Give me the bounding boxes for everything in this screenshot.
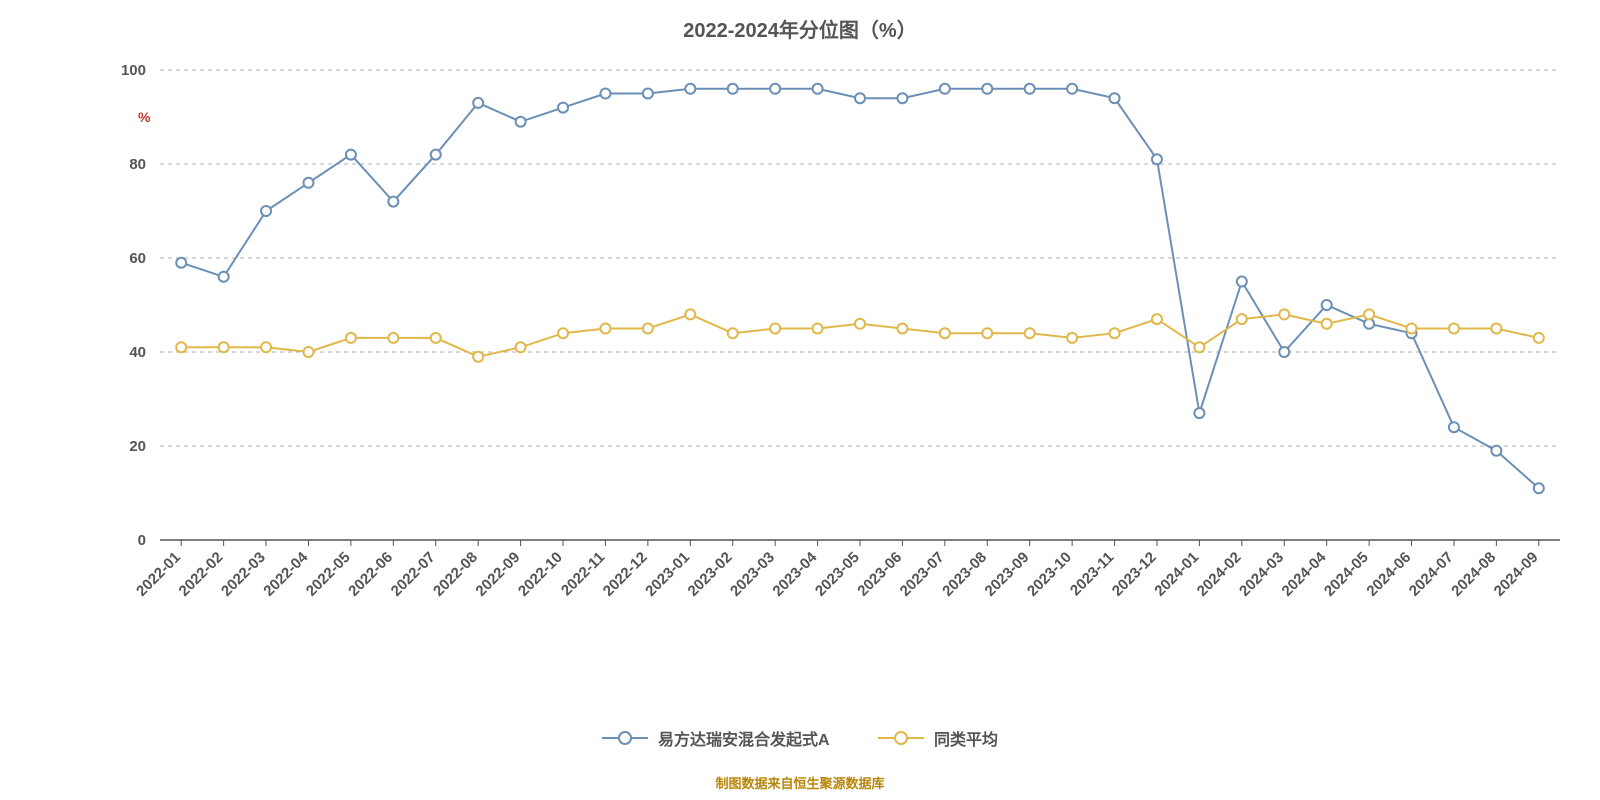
- svg-text:2022-09: 2022-09: [472, 549, 523, 600]
- svg-text:2024-05: 2024-05: [1321, 549, 1372, 600]
- svg-text:2022-06: 2022-06: [345, 549, 396, 600]
- svg-text:2023-11: 2023-11: [1067, 549, 1117, 599]
- svg-text:40: 40: [129, 344, 146, 361]
- svg-text:2024-07: 2024-07: [1406, 549, 1457, 600]
- svg-text:2024-08: 2024-08: [1448, 549, 1499, 600]
- svg-text:100: 100: [121, 62, 146, 79]
- svg-text:60: 60: [129, 250, 146, 267]
- svg-text:0: 0: [138, 532, 146, 549]
- svg-text:2023-01: 2023-01: [642, 549, 693, 600]
- svg-text:2023-08: 2023-08: [939, 549, 990, 600]
- svg-text:2023-06: 2023-06: [854, 549, 905, 600]
- svg-text:2023-04: 2023-04: [769, 548, 820, 599]
- svg-text:2024-06: 2024-06: [1363, 549, 1414, 600]
- svg-text:2023-09: 2023-09: [982, 549, 1033, 600]
- svg-text:2023-03: 2023-03: [727, 549, 778, 600]
- svg-text:2022-12: 2022-12: [600, 549, 651, 600]
- svg-text:2022-10: 2022-10: [515, 549, 566, 600]
- svg-text:2023-12: 2023-12: [1109, 549, 1160, 600]
- chart-footer: 制图数据来自恒生聚源数据库: [0, 773, 1600, 792]
- legend-item-series-a: 易方达瑞安混合发起式A: [602, 726, 830, 750]
- svg-text:2024-03: 2024-03: [1236, 549, 1287, 600]
- svg-text:2023-10: 2023-10: [1024, 549, 1075, 600]
- svg-text:2022-11: 2022-11: [558, 549, 608, 599]
- svg-text:2022-02: 2022-02: [176, 549, 227, 600]
- svg-text:2024-01: 2024-01: [1151, 549, 1202, 600]
- svg-text:2023-07: 2023-07: [897, 549, 948, 600]
- legend-item-series-b: 同类平均: [878, 726, 998, 750]
- svg-text:2022-07: 2022-07: [388, 549, 439, 600]
- svg-text:2022-04: 2022-04: [260, 548, 311, 599]
- svg-text:2024-09: 2024-09: [1491, 549, 1542, 600]
- percentile-chart: 0 20 40 60 80 100 2022-012022-022022-032022-04…: [0, 0, 1600, 800]
- svg-text:20: 20: [129, 438, 146, 455]
- legend: 易方达瑞安混合发起式A 同类平均: [0, 726, 1600, 750]
- svg-text:2022-01: 2022-01: [133, 549, 184, 600]
- svg-text:80: 80: [129, 156, 146, 173]
- svg-text:2023-05: 2023-05: [812, 549, 863, 600]
- legend-label: 易方达瑞安混合发起式A: [658, 726, 830, 750]
- svg-text:2022-08: 2022-08: [430, 549, 481, 600]
- svg-text:2024-02: 2024-02: [1194, 549, 1245, 600]
- legend-label: 同类平均: [934, 726, 998, 750]
- svg-text:2022-03: 2022-03: [218, 549, 269, 600]
- svg-text:2024-04: 2024-04: [1279, 548, 1330, 599]
- svg-text:2022-05: 2022-05: [303, 549, 354, 600]
- svg-text:2023-02: 2023-02: [685, 549, 736, 600]
